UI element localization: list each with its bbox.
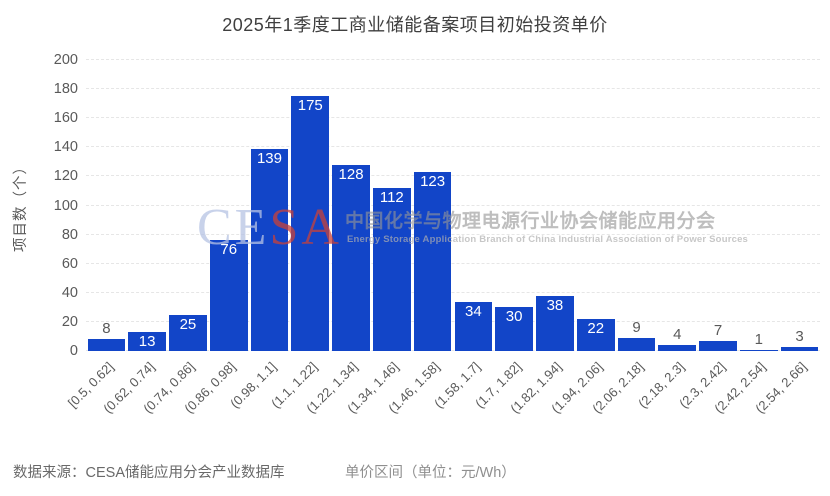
gridline <box>86 320 820 322</box>
gridline <box>86 262 820 264</box>
y-tick-label: 200 <box>53 52 78 68</box>
bar-value-label: 4 <box>673 326 682 344</box>
bar <box>576 319 615 351</box>
bar <box>739 349 778 351</box>
bar-value-label: 7 <box>713 321 723 339</box>
bar-value-label: 38 <box>546 296 564 314</box>
y-tick-label: 80 <box>61 226 78 243</box>
bar <box>87 339 126 351</box>
bar-value-label: 112 <box>379 189 404 207</box>
bar <box>495 307 534 351</box>
y-tick-label: 60 <box>61 255 78 272</box>
y-tick-label: 180 <box>53 81 78 98</box>
y-tick-label: 40 <box>61 284 78 301</box>
bar <box>699 340 737 351</box>
gridline <box>86 117 820 119</box>
chart-title: 2025年1季度工商业储能备案项目初始投资单价 <box>222 15 608 35</box>
bar <box>454 301 493 351</box>
bar <box>658 345 697 351</box>
bar <box>413 172 452 351</box>
gridline <box>86 291 820 293</box>
bar-value-label: 3 <box>795 327 804 345</box>
bar-value-label: 1 <box>754 330 763 348</box>
bar <box>780 346 819 351</box>
gridline <box>86 233 820 235</box>
bar-value-label: 25 <box>179 315 197 333</box>
bar-value-label: 8 <box>102 320 111 338</box>
gridline <box>86 175 820 177</box>
bar <box>250 148 289 351</box>
data-source: 数据来源：CESA储能应用分会产业数据库 <box>13 465 285 481</box>
y-tick-label: 120 <box>53 168 78 185</box>
plot-area: 8 13 25 76 139 175 128 112 123 34 30 38 22 9 4 7 1 3 <box>86 59 820 351</box>
y-tick-label: 0 <box>69 343 78 359</box>
bar-value-label: 175 <box>297 97 323 115</box>
bar <box>169 314 207 351</box>
x-axis-title: 单价区间（单位：元/Wh） <box>345 465 516 481</box>
y-tick-label: 20 <box>61 313 78 330</box>
gridline <box>86 350 820 351</box>
gridline <box>86 88 820 90</box>
bar <box>372 188 411 351</box>
gridline <box>86 59 820 60</box>
bar <box>617 337 656 351</box>
bar-value-label: 22 <box>587 320 605 337</box>
gridline <box>86 204 820 206</box>
bar-value-label: 34 <box>465 302 482 320</box>
bar-value-label: 139 <box>256 149 282 167</box>
bar <box>128 332 167 351</box>
gridline <box>86 146 820 148</box>
bar-value-label: 76 <box>220 241 238 259</box>
bar-value-label: 13 <box>138 333 156 351</box>
y-tick-label: 140 <box>53 139 78 156</box>
bar-value-label: 128 <box>338 165 364 183</box>
bar <box>536 295 574 351</box>
bar <box>291 96 330 351</box>
y-tick-label: 160 <box>53 110 78 127</box>
bar <box>332 164 370 351</box>
bar-value-label: 123 <box>420 173 446 191</box>
bar-value-label: 30 <box>505 308 523 326</box>
y-axis: 0 20 40 60 80 100 120 140 160 180 200 <box>0 52 78 359</box>
bar-value-label: 9 <box>632 318 641 336</box>
bar <box>209 240 248 351</box>
x-tick: (2.54, 2.66] <box>752 352 820 452</box>
y-tick-label: 100 <box>53 197 78 214</box>
x-axis: [0.5, 0.62] (0.62, 0.74] (0.74, 0.86] (0.86… <box>65 352 820 452</box>
